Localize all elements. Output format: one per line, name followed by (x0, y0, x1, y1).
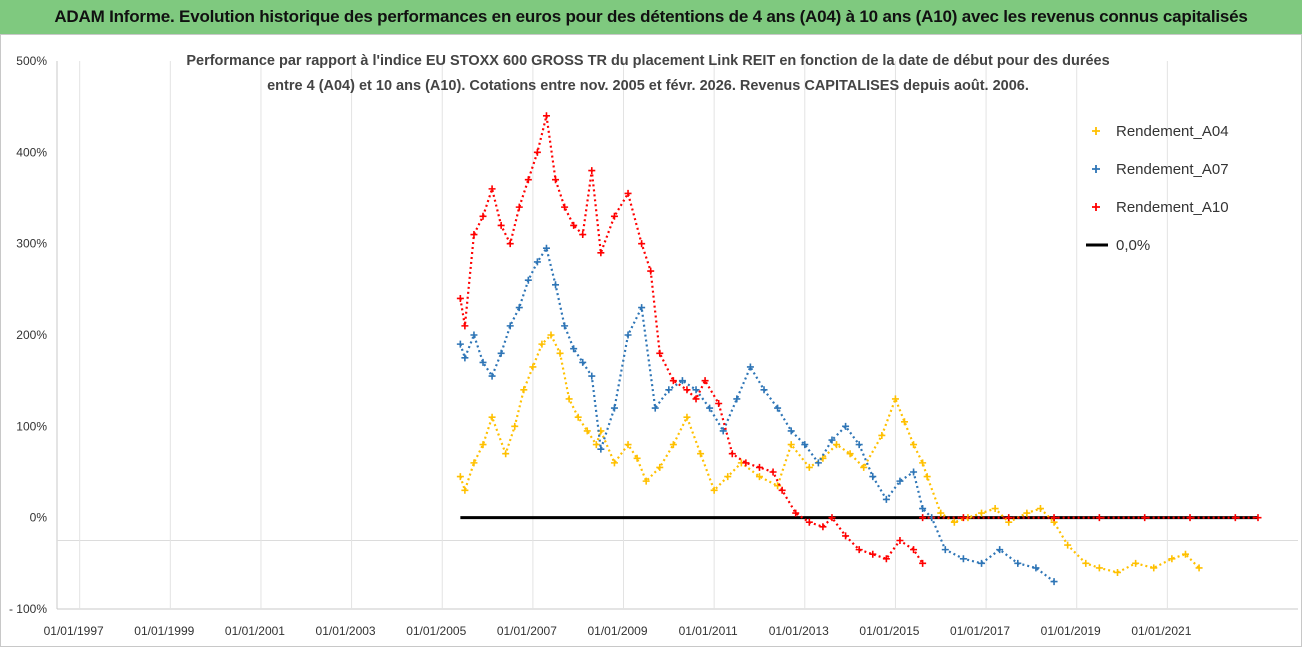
data-point-a04 (833, 441, 841, 449)
data-point-a07 (896, 477, 904, 485)
y-tick-label: 500% (16, 54, 47, 68)
data-point-a10 (910, 546, 918, 554)
x-tick-label: 01/01/2011 (679, 624, 738, 638)
data-point-a04 (1132, 559, 1140, 567)
data-point-a04 (583, 427, 591, 435)
series-trace-a10 (459, 115, 924, 564)
data-point-a04 (538, 340, 546, 348)
series-a10 (456, 112, 927, 567)
page-banner-title: ADAM Informe. Evolution historique des p… (0, 0, 1302, 34)
series-a10 (919, 514, 1262, 522)
data-point-a10 (819, 523, 827, 531)
data-point-a07 (579, 358, 587, 366)
data-point-a10 (542, 112, 550, 120)
legend-label-a04: Rendement_A04 (1116, 123, 1229, 140)
x-tick-label: 01/01/2021 (1131, 624, 1191, 638)
x-tick-label: 01/01/2003 (316, 624, 376, 638)
data-point-a07 (801, 441, 809, 449)
y-tick-label: 400% (16, 145, 47, 159)
data-point-a04 (656, 463, 664, 471)
data-point-a10 (683, 386, 691, 394)
grid-lines (56, 61, 1298, 610)
data-point-a10 (715, 400, 723, 407)
legend-marker-a07 (1092, 165, 1100, 173)
x-tick-label: 01/01/2007 (497, 624, 557, 638)
series-points (456, 112, 1262, 586)
data-point-a10 (1141, 514, 1149, 522)
x-axis-ticks: 01/01/1997 01/01/1999 01/01/2001 01/01/2003… (44, 624, 1192, 638)
x-tick-label: 01/01/2009 (587, 624, 647, 638)
data-point-a04 (846, 450, 854, 458)
x-tick-label: 01/01/2015 (859, 624, 919, 638)
y-tick-label: 200% (16, 328, 47, 342)
chart-title-line-1: Performance par rapport à l'indice EU ST… (186, 53, 1109, 69)
data-point-a10 (692, 395, 700, 403)
y-tick-label: 100% (16, 419, 47, 433)
data-point-a10 (1186, 514, 1194, 522)
x-tick-label: 01/01/2005 (406, 624, 466, 638)
y-tick-label: 300% (16, 237, 47, 251)
legend-label-zero: 0,0% (1116, 237, 1150, 254)
x-tick-label: 01/01/1997 (44, 624, 104, 638)
data-point-a07 (678, 377, 686, 385)
data-point-a10 (533, 148, 541, 156)
data-point-a07 (978, 559, 986, 567)
x-tick-label: 01/01/2001 (225, 624, 285, 638)
series-trace-a04 (459, 333, 1200, 574)
y-tick-label: 0% (30, 511, 48, 525)
legend-label-a07: Rendement_A07 (1116, 161, 1229, 178)
data-point-a07 (774, 404, 782, 412)
data-point-a07 (787, 427, 795, 435)
data-point-a07 (1050, 578, 1058, 586)
x-tick-label: 01/01/2013 (769, 624, 829, 638)
y-axis-ticks: - 100% 0% 100% 200% 300% 400% 500% (9, 54, 47, 616)
legend-marker-a10 (1092, 203, 1100, 211)
data-point-a10 (792, 509, 800, 517)
legend: Rendement_A04 Rendement_A07 Rendement_A10 0… (1086, 123, 1229, 254)
series-a04 (456, 331, 1203, 576)
legend-label-a10: Rendement_A10 (1116, 199, 1229, 216)
data-point-a10 (919, 559, 927, 567)
data-point-a04 (624, 441, 632, 449)
data-point-a07 (692, 386, 700, 394)
chart-title-line-2: entre 4 (A04) et 10 ans (A10). Cotations… (267, 78, 1029, 94)
x-tick-label: 01/01/2019 (1041, 624, 1101, 638)
data-point-a07 (706, 404, 714, 412)
data-point-a07 (842, 422, 850, 430)
x-tick-label: 01/01/2017 (950, 624, 1010, 638)
data-point-a04 (860, 463, 868, 471)
x-tick-label: 01/01/1999 (134, 624, 194, 638)
series-trace-a07 (459, 245, 1055, 583)
y-tick-label: - 100% (9, 602, 47, 616)
data-point-a07 (456, 340, 464, 348)
legend-marker-a04 (1092, 127, 1100, 135)
data-point-a07 (869, 473, 877, 481)
data-point-a10 (919, 514, 927, 522)
data-point-a10 (828, 514, 836, 522)
data-point-a04 (610, 459, 618, 467)
series-a07 (456, 244, 1058, 586)
data-point-a10 (479, 212, 487, 220)
data-point-a07 (996, 546, 1004, 554)
data-point-a04 (1195, 564, 1203, 572)
data-point-a07 (828, 436, 836, 444)
data-point-a04 (1114, 568, 1122, 576)
data-point-a07 (624, 331, 632, 339)
